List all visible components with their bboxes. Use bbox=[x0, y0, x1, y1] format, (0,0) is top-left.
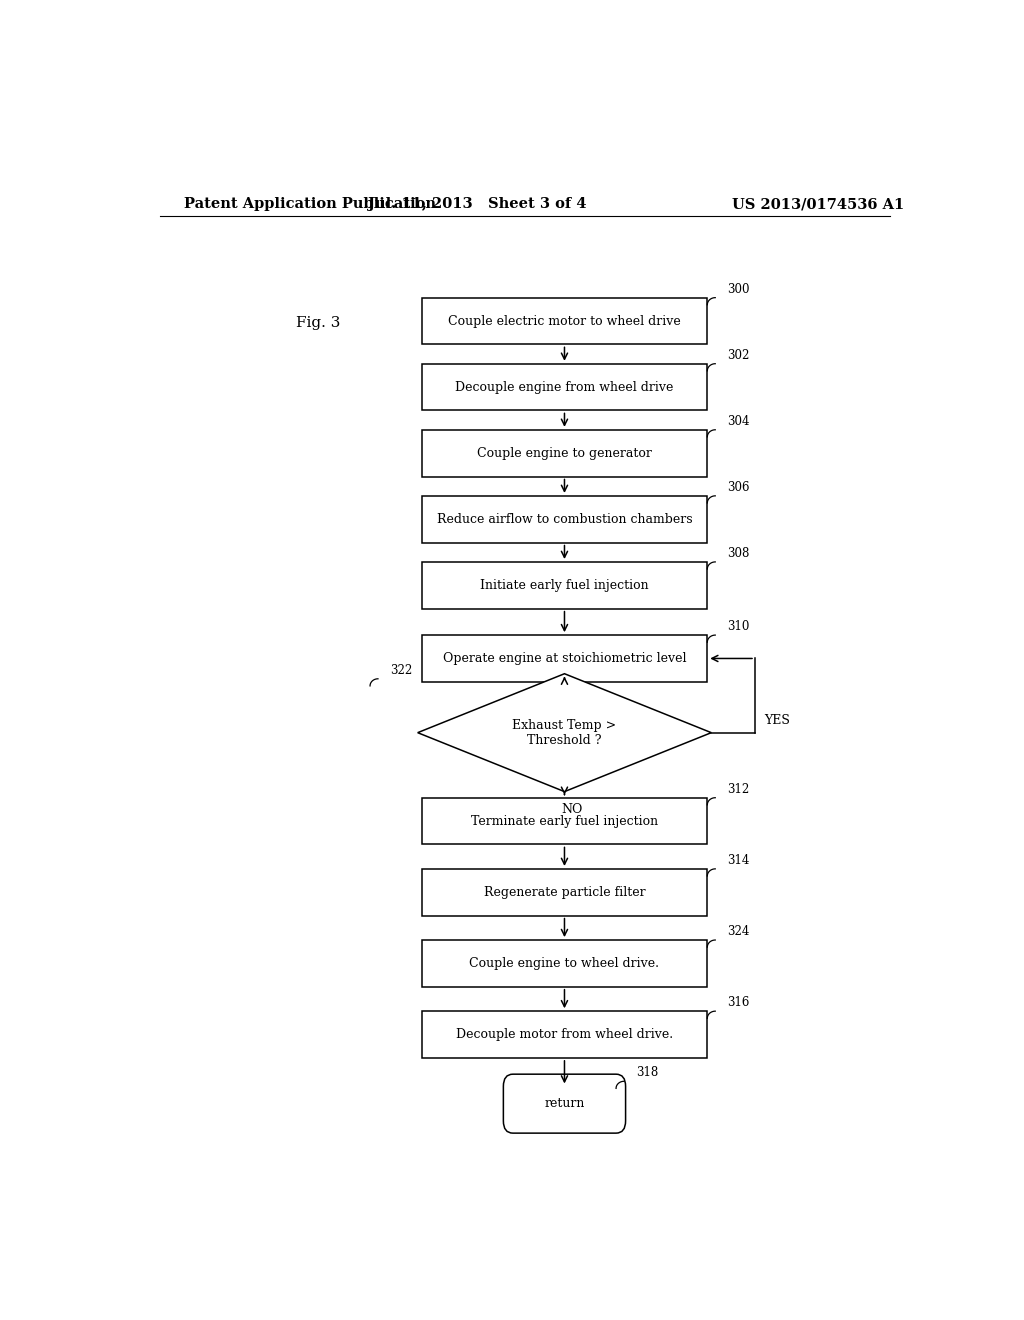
Text: 314: 314 bbox=[727, 854, 750, 867]
Text: 304: 304 bbox=[727, 414, 750, 428]
Text: Patent Application Publication: Patent Application Publication bbox=[183, 197, 435, 211]
Text: Fig. 3: Fig. 3 bbox=[296, 315, 341, 330]
Text: 322: 322 bbox=[390, 664, 412, 677]
FancyBboxPatch shape bbox=[422, 562, 708, 609]
Text: 310: 310 bbox=[727, 620, 750, 634]
Text: Jul. 11, 2013   Sheet 3 of 4: Jul. 11, 2013 Sheet 3 of 4 bbox=[368, 197, 587, 211]
Text: return: return bbox=[545, 1097, 585, 1110]
Text: Regenerate particle filter: Regenerate particle filter bbox=[483, 886, 645, 899]
Text: Terminate early fuel injection: Terminate early fuel injection bbox=[471, 814, 658, 828]
FancyBboxPatch shape bbox=[422, 430, 708, 477]
Text: YES: YES bbox=[765, 714, 791, 727]
Text: 308: 308 bbox=[727, 546, 750, 560]
FancyBboxPatch shape bbox=[504, 1074, 626, 1133]
Text: Decouple motor from wheel drive.: Decouple motor from wheel drive. bbox=[456, 1028, 673, 1041]
Text: Initiate early fuel injection: Initiate early fuel injection bbox=[480, 578, 649, 591]
FancyBboxPatch shape bbox=[422, 635, 708, 682]
FancyBboxPatch shape bbox=[422, 940, 708, 987]
Text: Couple engine to generator: Couple engine to generator bbox=[477, 446, 652, 459]
Text: 306: 306 bbox=[727, 480, 750, 494]
Text: Exhaust Temp >
Threshold ?: Exhaust Temp > Threshold ? bbox=[512, 718, 616, 747]
FancyBboxPatch shape bbox=[422, 797, 708, 845]
Text: Operate engine at stoichiometric level: Operate engine at stoichiometric level bbox=[442, 652, 686, 665]
Text: Decouple engine from wheel drive: Decouple engine from wheel drive bbox=[456, 380, 674, 393]
Text: 324: 324 bbox=[727, 925, 750, 939]
Text: Couple electric motor to wheel drive: Couple electric motor to wheel drive bbox=[449, 314, 681, 327]
Text: 300: 300 bbox=[727, 282, 750, 296]
Text: 312: 312 bbox=[727, 783, 750, 796]
Text: 318: 318 bbox=[636, 1067, 658, 1080]
Text: US 2013/0174536 A1: US 2013/0174536 A1 bbox=[732, 197, 904, 211]
Text: 302: 302 bbox=[727, 348, 750, 362]
Text: Reduce airflow to combustion chambers: Reduce airflow to combustion chambers bbox=[436, 512, 692, 525]
Text: NO: NO bbox=[562, 804, 583, 816]
FancyBboxPatch shape bbox=[422, 869, 708, 916]
Text: Couple engine to wheel drive.: Couple engine to wheel drive. bbox=[469, 957, 659, 970]
FancyBboxPatch shape bbox=[422, 297, 708, 345]
Polygon shape bbox=[418, 673, 712, 792]
FancyBboxPatch shape bbox=[422, 1011, 708, 1057]
FancyBboxPatch shape bbox=[422, 496, 708, 543]
FancyBboxPatch shape bbox=[422, 364, 708, 411]
Text: 316: 316 bbox=[727, 997, 750, 1008]
